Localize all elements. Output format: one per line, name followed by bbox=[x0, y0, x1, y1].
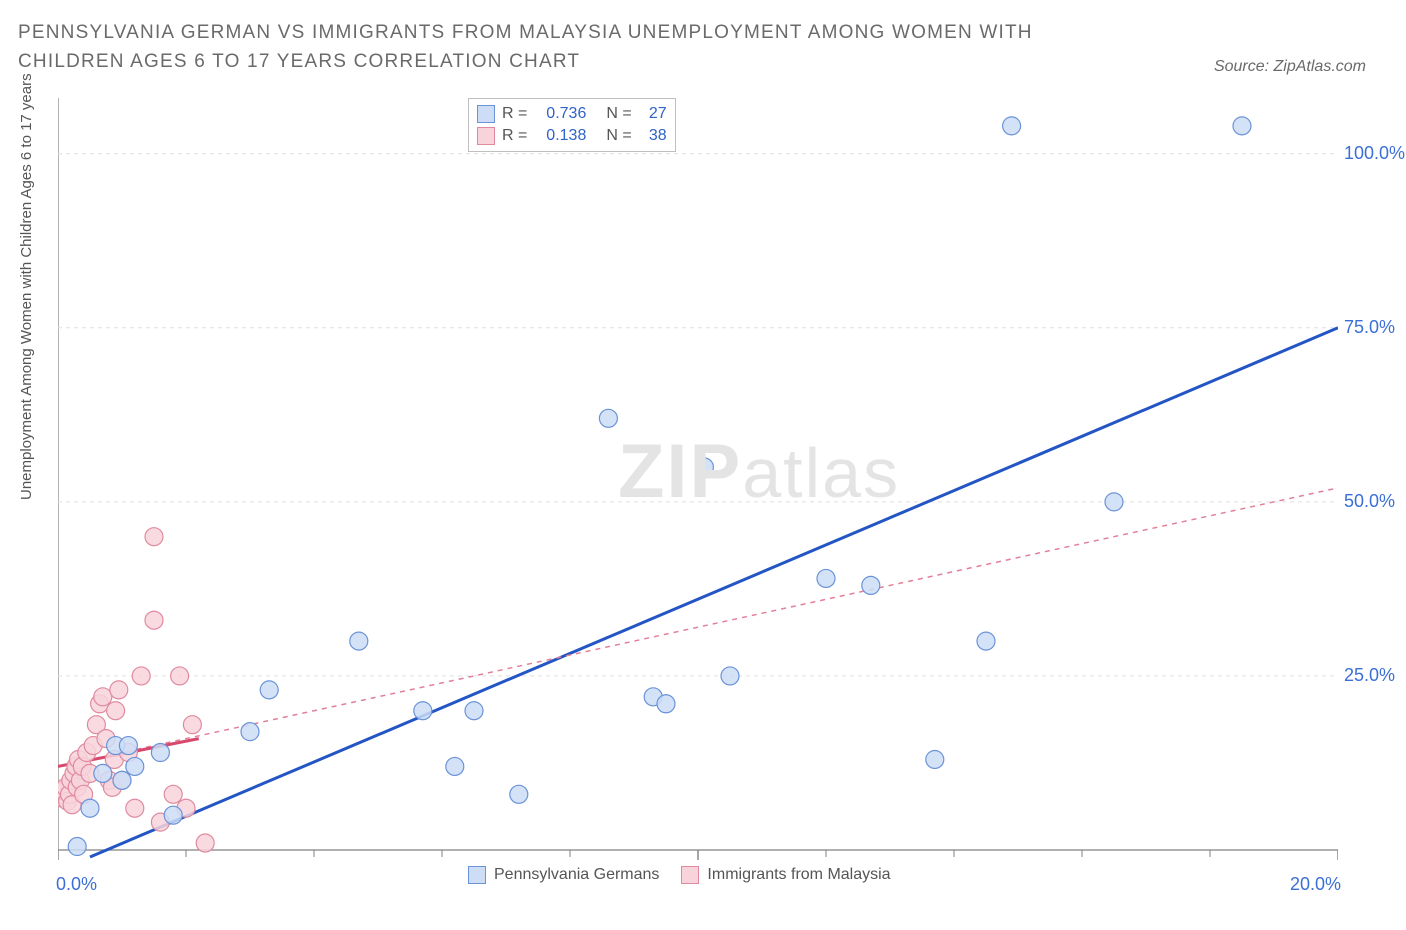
n-label: N = bbox=[606, 127, 631, 145]
legend-swatch bbox=[681, 866, 699, 884]
scatter-plot-svg bbox=[58, 98, 1338, 868]
plot-area: ZIPatlas R =0.736N =27R =0.138N =38 bbox=[58, 98, 1338, 868]
legend-swatch bbox=[468, 866, 486, 884]
x-tick-label-left: 0.0% bbox=[56, 874, 97, 895]
legend-swatch bbox=[477, 127, 495, 145]
r-label: R = bbox=[502, 105, 527, 123]
series-legend: Pennsylvania Germans Immigrants from Mala… bbox=[468, 866, 891, 884]
stats-legend-row: R = 0.138 N = 38 bbox=[477, 125, 667, 147]
r-value: 0.736 bbox=[532, 105, 586, 123]
series-legend-label: Pennsylvania Germans bbox=[494, 866, 659, 884]
y-tick-label: 100.0% bbox=[1344, 143, 1405, 164]
n-label: N = bbox=[606, 105, 631, 123]
series-legend-label: Immigrants from Malaysia bbox=[707, 866, 890, 884]
legend-swatch bbox=[477, 105, 495, 123]
x-tick-label-right: 20.0% bbox=[1290, 874, 1341, 895]
series-legend-item: Pennsylvania Germans bbox=[468, 866, 659, 884]
y-tick-label: 50.0% bbox=[1344, 491, 1395, 512]
n-value: 38 bbox=[637, 127, 667, 145]
correlation-stats-legend: R = 0.736 N = 27 R = 0.138 N = 38 bbox=[468, 98, 676, 152]
r-value: 0.138 bbox=[532, 127, 586, 145]
r-label: R = bbox=[502, 127, 527, 145]
series-legend-item: Immigrants from Malaysia bbox=[681, 866, 890, 884]
stats-legend-row: R = 0.736 N = 27 bbox=[477, 103, 667, 125]
y-tick-label: 25.0% bbox=[1344, 665, 1395, 686]
y-axis-label: Unemployment Among Women with Children A… bbox=[18, 73, 35, 500]
n-value: 27 bbox=[637, 105, 667, 123]
source-attribution: Source: ZipAtlas.com bbox=[1214, 58, 1366, 76]
chart-title: PENNSYLVANIA GERMAN VS IMMIGRANTS FROM M… bbox=[18, 18, 1098, 77]
y-tick-label: 75.0% bbox=[1344, 317, 1395, 338]
